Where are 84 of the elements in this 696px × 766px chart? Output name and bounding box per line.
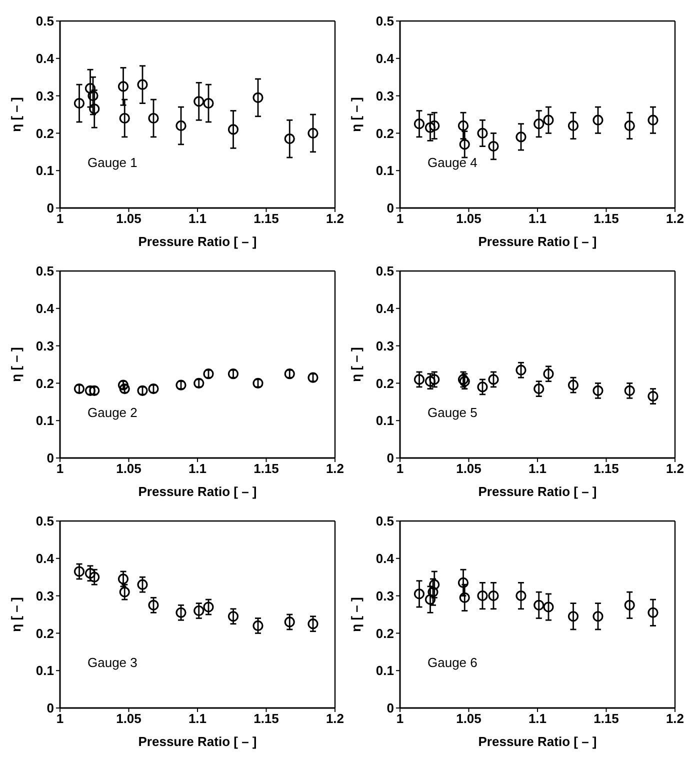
x-tick-label: 1.15 bbox=[254, 461, 279, 476]
x-tick-label: 1.15 bbox=[594, 711, 619, 726]
x-tick-label: 1.15 bbox=[594, 211, 619, 226]
y-tick-label: 0 bbox=[46, 200, 54, 216]
x-tick-label: 1.1 bbox=[528, 211, 547, 226]
y-tick-label: 0.1 bbox=[376, 163, 394, 178]
y-axis-title: η [ – ] bbox=[348, 347, 364, 382]
y-tick-label: 0.3 bbox=[36, 338, 54, 354]
x-tick-label: 1.2 bbox=[326, 211, 344, 226]
y-tick-label: 0.2 bbox=[376, 126, 394, 141]
x-axis-title: Pressure Ratio [ – ] bbox=[478, 734, 597, 749]
x-tick-label: 1.05 bbox=[116, 461, 142, 476]
x-tick-label: 1.05 bbox=[456, 461, 482, 476]
y-tick-label: 0.1 bbox=[376, 413, 394, 428]
x-tick-label: 1.05 bbox=[116, 711, 142, 726]
annotation: Gauge 6 bbox=[428, 655, 478, 670]
x-tick-label: 1.1 bbox=[188, 211, 207, 226]
x-axis-title: Pressure Ratio [ – ] bbox=[138, 734, 257, 749]
y-axis-title: η [ – ] bbox=[348, 597, 364, 632]
y-tick-label: 0 bbox=[46, 450, 54, 466]
x-tick-label: 1 bbox=[56, 711, 64, 726]
y-tick-label: 0.4 bbox=[36, 301, 55, 316]
x-axis-title: Pressure Ratio [ – ] bbox=[478, 484, 597, 499]
y-tick-label: 0.3 bbox=[36, 88, 54, 104]
y-tick-label: 0.5 bbox=[36, 264, 54, 279]
y-tick-label: 0 bbox=[386, 450, 394, 466]
y-tick-label: 0.5 bbox=[376, 514, 394, 529]
y-axis-title: η [ – ] bbox=[348, 97, 364, 132]
x-tick-label: 1.15 bbox=[254, 211, 279, 226]
y-tick-label: 0.3 bbox=[36, 588, 54, 604]
y-tick-label: 0.3 bbox=[376, 588, 394, 604]
x-tick-label: 1.2 bbox=[666, 211, 684, 226]
x-tick-label: 1.1 bbox=[528, 711, 547, 726]
y-tick-label: 0.5 bbox=[36, 514, 54, 529]
x-tick-label: 1 bbox=[56, 211, 64, 226]
x-tick-label: 1.2 bbox=[666, 711, 684, 726]
y-tick-label: 0.2 bbox=[36, 626, 54, 641]
annotation: Gauge 3 bbox=[88, 655, 138, 670]
y-tick-label: 0 bbox=[46, 700, 54, 716]
x-axis-title: Pressure Ratio [ – ] bbox=[138, 234, 257, 249]
x-tick-label: 1 bbox=[396, 211, 404, 226]
y-tick-label: 0.1 bbox=[376, 663, 394, 678]
x-tick-label: 1.05 bbox=[456, 211, 482, 226]
y-tick-label: 0.3 bbox=[376, 338, 394, 354]
x-axis-title: Pressure Ratio [ – ] bbox=[478, 234, 597, 249]
y-tick-label: 0.4 bbox=[376, 51, 395, 66]
x-tick-label: 1.2 bbox=[666, 461, 684, 476]
x-tick-label: 1.15 bbox=[254, 711, 279, 726]
x-axis-title: Pressure Ratio [ – ] bbox=[138, 484, 257, 499]
y-tick-label: 0.2 bbox=[376, 626, 394, 641]
y-axis-title: η [ – ] bbox=[8, 347, 24, 382]
x-tick-label: 1 bbox=[396, 711, 404, 726]
y-tick-label: 0.2 bbox=[36, 126, 54, 141]
x-tick-label: 1 bbox=[56, 461, 64, 476]
y-tick-label: 0.2 bbox=[36, 376, 54, 391]
x-tick-label: 1.1 bbox=[188, 461, 207, 476]
y-tick-label: 0 bbox=[386, 200, 394, 216]
y-tick-label: 0.4 bbox=[376, 301, 395, 316]
x-tick-label: 1.2 bbox=[326, 711, 344, 726]
x-tick-label: 1.2 bbox=[326, 461, 344, 476]
x-tick-label: 1.15 bbox=[594, 461, 619, 476]
y-tick-label: 0.1 bbox=[36, 413, 54, 428]
y-tick-label: 0.4 bbox=[36, 51, 55, 66]
x-tick-label: 1 bbox=[396, 461, 404, 476]
y-axis-title: η [ – ] bbox=[8, 597, 24, 632]
annotation: Gauge 2 bbox=[88, 405, 138, 420]
y-tick-label: 0.1 bbox=[36, 163, 54, 178]
y-axis-title: η [ – ] bbox=[8, 97, 24, 132]
annotation: Gauge 4 bbox=[428, 155, 478, 170]
y-tick-label: 0.5 bbox=[376, 14, 394, 29]
x-tick-label: 1.05 bbox=[116, 211, 142, 226]
y-tick-label: 0.2 bbox=[376, 376, 394, 391]
y-tick-label: 0.3 bbox=[376, 88, 394, 104]
y-tick-label: 0.4 bbox=[376, 551, 395, 566]
y-tick-label: 0.4 bbox=[36, 551, 55, 566]
x-tick-label: 1.05 bbox=[456, 711, 482, 726]
annotation: Gauge 1 bbox=[88, 155, 138, 170]
y-tick-label: 0 bbox=[386, 700, 394, 716]
y-tick-label: 0.5 bbox=[36, 14, 54, 29]
x-tick-label: 1.1 bbox=[188, 711, 207, 726]
annotation: Gauge 5 bbox=[428, 405, 478, 420]
y-tick-label: 0.1 bbox=[36, 663, 54, 678]
y-tick-label: 0.5 bbox=[376, 264, 394, 279]
x-tick-label: 1.1 bbox=[528, 461, 547, 476]
